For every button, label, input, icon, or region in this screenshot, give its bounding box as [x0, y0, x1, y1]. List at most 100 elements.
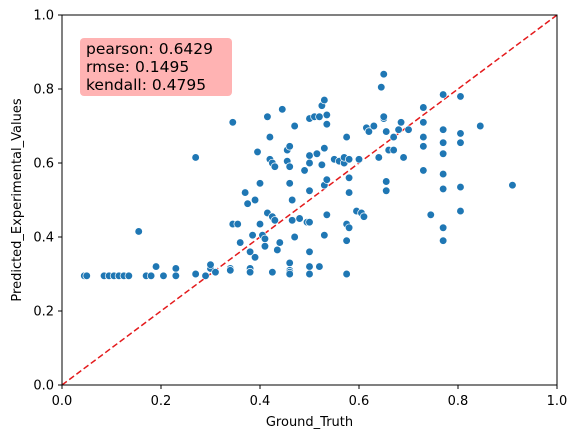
data-point [374, 153, 383, 162]
data-point [124, 271, 133, 281]
data-point [288, 216, 297, 225]
data-point [288, 195, 297, 205]
y-tick-label: 0.2 [33, 305, 54, 320]
data-point [439, 169, 448, 179]
x-tick-label: 1.0 [547, 394, 568, 409]
data-point [236, 238, 245, 247]
data-point [382, 127, 391, 136]
data-point [265, 132, 275, 142]
data-point [439, 149, 448, 158]
data-point [439, 223, 448, 232]
data-point [201, 271, 210, 281]
data-point [320, 230, 329, 240]
data-point [305, 247, 314, 256]
plot-area-frame [61, 14, 558, 386]
data-point [240, 188, 250, 197]
data-point [377, 82, 386, 92]
data-point [268, 268, 277, 277]
data-point [419, 142, 428, 151]
data-point [305, 262, 314, 271]
data-point [191, 269, 200, 279]
data-point [394, 125, 403, 134]
data-point [364, 127, 374, 136]
data-point [305, 269, 314, 279]
data-point [278, 105, 287, 114]
data-point [270, 216, 280, 225]
data-point [295, 214, 304, 223]
data-point [379, 112, 388, 121]
data-point [399, 153, 408, 162]
data-point [206, 260, 215, 269]
data-point [253, 147, 262, 157]
x-axis-label: Ground_Truth [266, 415, 353, 430]
x-tick-label: 0.2 [151, 394, 172, 409]
data-point [456, 206, 465, 216]
data-point [322, 210, 331, 219]
data-point [305, 218, 314, 227]
data-point [439, 90, 448, 99]
data-point [270, 162, 280, 171]
data-point [359, 212, 369, 221]
data-point [275, 238, 284, 247]
data-point [243, 199, 252, 208]
data-point [342, 269, 351, 279]
data-point [228, 118, 237, 127]
data-point [305, 186, 314, 195]
data-point [369, 121, 379, 131]
data-point [260, 234, 270, 244]
stats-line: kendall: 0.4795 [86, 76, 206, 94]
data-point [456, 92, 465, 101]
data-point [134, 227, 143, 236]
data-point [317, 160, 327, 170]
data-point [315, 262, 324, 271]
y-tick-label: 0.0 [33, 379, 54, 394]
data-point [344, 173, 354, 182]
data-point [508, 181, 517, 190]
data-point [226, 266, 235, 275]
data-point [151, 262, 161, 271]
data-point [322, 175, 331, 184]
reference-line [61, 14, 558, 386]
data-point [404, 125, 413, 134]
data-point [439, 236, 448, 245]
data-point [320, 144, 329, 153]
x-tick-label: 0.0 [52, 394, 73, 409]
data-point [382, 186, 391, 195]
stats-box [80, 38, 232, 96]
data-point [171, 271, 181, 281]
data-point [171, 264, 181, 273]
data-point [456, 138, 465, 147]
data-point [419, 118, 428, 127]
data-point [456, 129, 465, 138]
data-point [396, 118, 406, 127]
data-point [342, 132, 351, 142]
data-point [248, 230, 257, 240]
data-point [320, 95, 329, 105]
data-point [426, 210, 435, 219]
y-tick-label: 0.8 [33, 83, 54, 98]
stats-line: pearson: 0.6429 [86, 40, 213, 58]
data-point [439, 125, 448, 134]
x-tick-label: 0.8 [448, 394, 469, 409]
data-point [285, 142, 294, 151]
data-point [233, 219, 242, 229]
data-point [250, 253, 260, 262]
data-point [322, 119, 331, 129]
data-point [263, 112, 272, 121]
data-point [344, 188, 354, 197]
data-point [245, 247, 255, 256]
data-point [419, 166, 428, 175]
data-point [245, 268, 255, 277]
y-axis-label: Predicted_Experimental_Values [10, 98, 25, 301]
data-point [389, 132, 398, 142]
data-point [344, 155, 354, 164]
data-point [255, 219, 265, 229]
data-point [382, 177, 391, 186]
data-point [260, 242, 270, 251]
data-point [312, 149, 322, 158]
data-point [439, 184, 448, 194]
data-point [255, 179, 265, 188]
data-point [476, 121, 485, 131]
data-point [250, 195, 260, 205]
